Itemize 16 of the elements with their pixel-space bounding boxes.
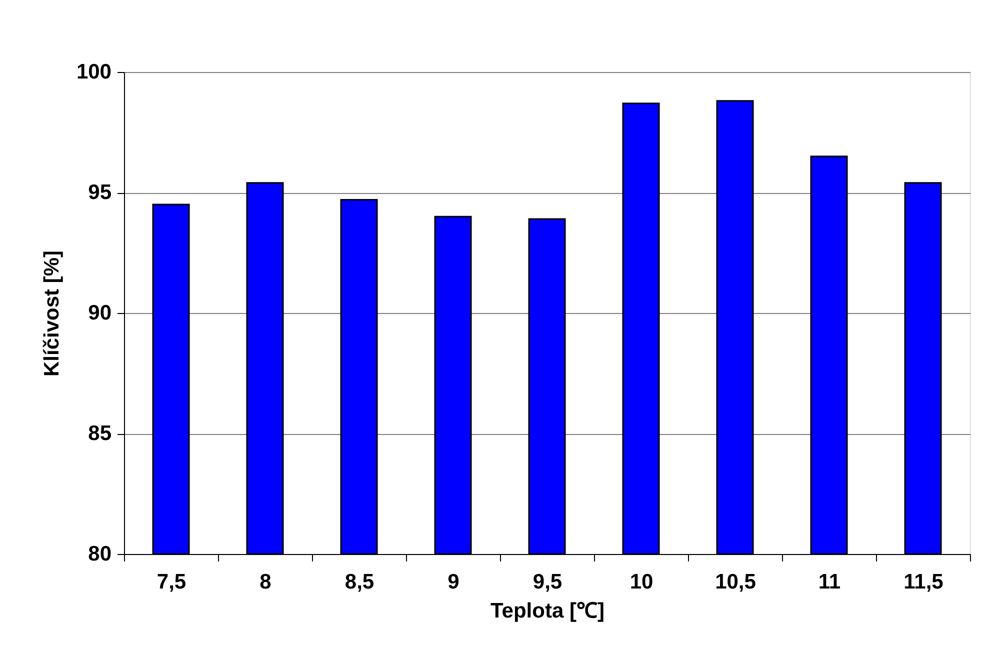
x-tick-label: 9,5 xyxy=(532,570,562,594)
y-tick-label: 90 xyxy=(88,302,112,324)
y-axis-title: Klíčivost [%] xyxy=(40,250,64,377)
x-tick-label: 9 xyxy=(448,570,460,594)
x-tick-label: 11,5 xyxy=(904,570,944,594)
y-tick-label: 85 xyxy=(88,422,112,445)
y-tick-label: 80 xyxy=(88,542,112,566)
x-tick-label: 7,5 xyxy=(156,570,186,594)
x-tick-label: 10 xyxy=(630,570,654,594)
y-tick-label: 100 xyxy=(76,60,112,84)
x-tick-label: 10,5 xyxy=(715,570,756,594)
x-tick-label: 11 xyxy=(818,570,841,594)
x-tick-label: 8,5 xyxy=(344,570,374,594)
x-tick-label: 8 xyxy=(260,570,272,594)
x-axis-title: Teplota [℃] xyxy=(490,600,604,622)
y-tick-label: 95 xyxy=(88,181,112,204)
